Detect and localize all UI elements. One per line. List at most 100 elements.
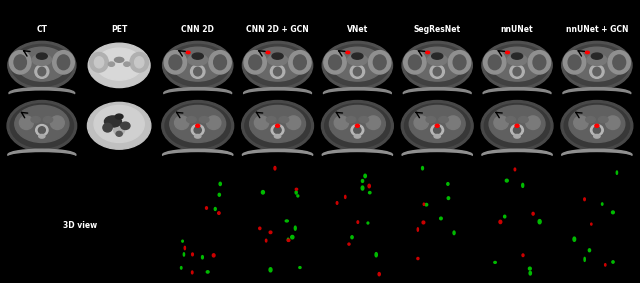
- Ellipse shape: [494, 261, 496, 263]
- Ellipse shape: [346, 117, 356, 123]
- Text: nnUNet + GCN: nnUNet + GCN: [566, 25, 628, 34]
- Ellipse shape: [163, 41, 233, 89]
- Ellipse shape: [595, 124, 599, 127]
- Ellipse shape: [504, 215, 506, 218]
- Ellipse shape: [163, 149, 233, 160]
- Ellipse shape: [285, 220, 288, 222]
- Ellipse shape: [563, 51, 586, 74]
- Ellipse shape: [562, 41, 632, 89]
- Ellipse shape: [588, 249, 591, 252]
- Ellipse shape: [403, 91, 471, 100]
- Ellipse shape: [115, 57, 124, 62]
- Ellipse shape: [243, 153, 313, 162]
- Ellipse shape: [412, 47, 463, 81]
- Ellipse shape: [573, 237, 575, 241]
- Ellipse shape: [605, 116, 620, 130]
- Ellipse shape: [422, 166, 424, 170]
- Ellipse shape: [116, 131, 122, 136]
- Ellipse shape: [8, 153, 76, 162]
- Ellipse shape: [348, 243, 350, 245]
- Ellipse shape: [586, 51, 589, 54]
- Ellipse shape: [584, 198, 586, 201]
- Ellipse shape: [214, 55, 227, 70]
- Ellipse shape: [598, 117, 608, 123]
- Ellipse shape: [506, 117, 515, 123]
- Ellipse shape: [514, 134, 520, 138]
- Ellipse shape: [526, 116, 540, 130]
- Ellipse shape: [183, 253, 184, 256]
- Ellipse shape: [568, 55, 581, 70]
- Ellipse shape: [297, 195, 299, 197]
- Ellipse shape: [164, 87, 232, 99]
- Text: VNet: VNet: [347, 25, 368, 34]
- Ellipse shape: [506, 179, 508, 182]
- Ellipse shape: [17, 47, 67, 81]
- Ellipse shape: [295, 188, 298, 190]
- Ellipse shape: [332, 47, 383, 81]
- Ellipse shape: [10, 51, 31, 74]
- Ellipse shape: [188, 54, 208, 65]
- Ellipse shape: [491, 47, 543, 81]
- Ellipse shape: [270, 65, 285, 78]
- Ellipse shape: [88, 43, 150, 87]
- Ellipse shape: [402, 41, 472, 89]
- Ellipse shape: [8, 149, 76, 160]
- Ellipse shape: [404, 51, 426, 74]
- Ellipse shape: [104, 116, 122, 127]
- Ellipse shape: [414, 116, 428, 130]
- Text: CNN 2D + GCN: CNN 2D + GCN: [246, 25, 309, 34]
- Ellipse shape: [323, 153, 392, 162]
- Ellipse shape: [108, 62, 115, 66]
- Ellipse shape: [38, 67, 45, 76]
- Ellipse shape: [484, 104, 550, 148]
- Ellipse shape: [294, 55, 307, 70]
- Text: CNN 2D: CNN 2D: [181, 25, 214, 34]
- Ellipse shape: [364, 174, 366, 178]
- Ellipse shape: [9, 87, 75, 99]
- Ellipse shape: [426, 117, 436, 123]
- Ellipse shape: [357, 221, 358, 223]
- Ellipse shape: [182, 240, 183, 242]
- Ellipse shape: [346, 51, 350, 54]
- Ellipse shape: [562, 153, 632, 162]
- Ellipse shape: [294, 226, 296, 230]
- Ellipse shape: [96, 48, 142, 80]
- Ellipse shape: [446, 116, 460, 130]
- Ellipse shape: [447, 183, 449, 185]
- Ellipse shape: [250, 106, 305, 142]
- Ellipse shape: [561, 100, 633, 151]
- Ellipse shape: [515, 124, 519, 127]
- Ellipse shape: [52, 51, 74, 74]
- Ellipse shape: [90, 52, 108, 72]
- Ellipse shape: [323, 149, 392, 160]
- Ellipse shape: [244, 51, 266, 74]
- Ellipse shape: [88, 102, 151, 149]
- Ellipse shape: [274, 166, 276, 170]
- Ellipse shape: [359, 117, 369, 123]
- Ellipse shape: [219, 182, 221, 185]
- Ellipse shape: [426, 51, 429, 54]
- Ellipse shape: [352, 53, 363, 59]
- Ellipse shape: [522, 254, 524, 256]
- Ellipse shape: [351, 125, 364, 136]
- Ellipse shape: [186, 117, 196, 123]
- Ellipse shape: [243, 41, 313, 89]
- Ellipse shape: [563, 91, 631, 100]
- Ellipse shape: [361, 186, 364, 190]
- Ellipse shape: [488, 55, 501, 70]
- Ellipse shape: [191, 65, 205, 78]
- Ellipse shape: [594, 134, 600, 138]
- Ellipse shape: [172, 47, 223, 81]
- Ellipse shape: [369, 192, 371, 194]
- Ellipse shape: [191, 253, 193, 256]
- Ellipse shape: [324, 51, 346, 74]
- Ellipse shape: [134, 57, 144, 68]
- Ellipse shape: [336, 202, 338, 204]
- Ellipse shape: [323, 91, 391, 100]
- Ellipse shape: [513, 127, 521, 134]
- Ellipse shape: [36, 53, 47, 59]
- Ellipse shape: [608, 51, 630, 74]
- Ellipse shape: [533, 55, 546, 70]
- Ellipse shape: [447, 197, 450, 200]
- Ellipse shape: [279, 117, 289, 123]
